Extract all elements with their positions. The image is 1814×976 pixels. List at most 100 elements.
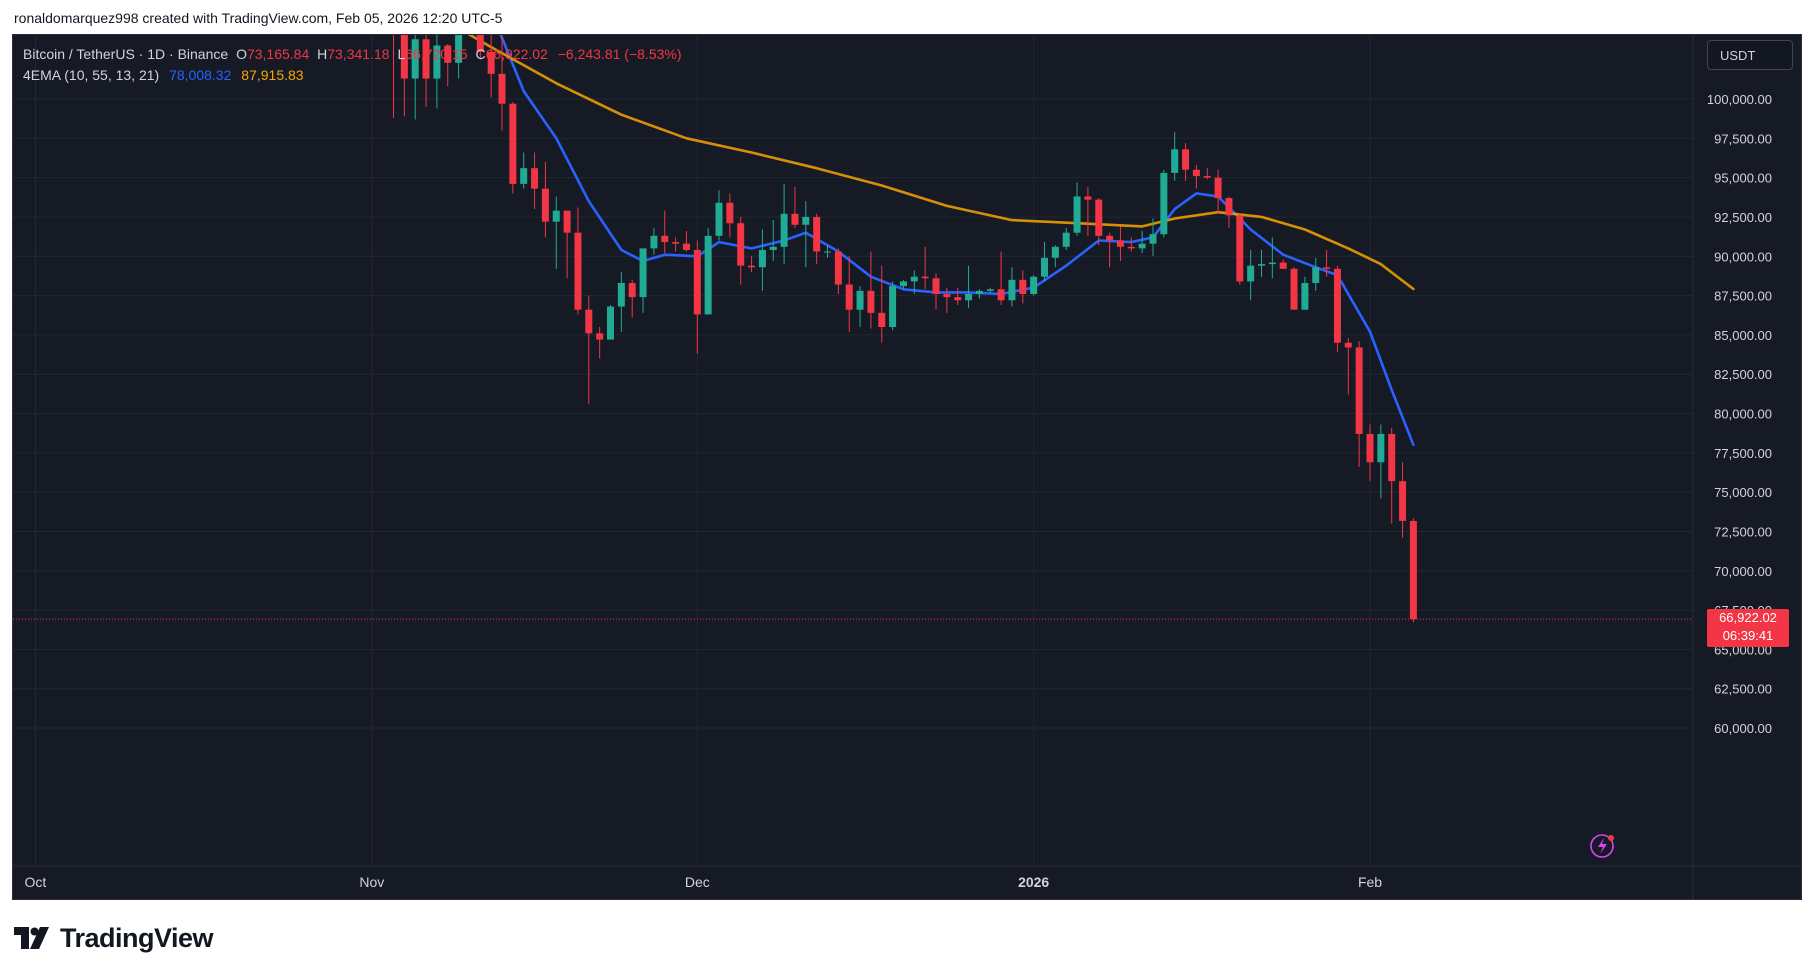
candle-body [487, 51, 495, 74]
candle-body [824, 251, 831, 253]
price-tick-label: 85,000.00 [1714, 328, 1772, 343]
candle [1399, 462, 1407, 538]
candle [1084, 187, 1092, 236]
time-tick-label: 2026 [1018, 874, 1049, 890]
bolt-icon[interactable] [1590, 834, 1614, 858]
candle [1138, 231, 1146, 254]
candle [476, 35, 484, 60]
candle-body [1312, 267, 1320, 283]
ema-fast-line [499, 35, 1415, 447]
candle-body [1290, 268, 1298, 310]
candle-body [672, 242, 680, 244]
candle [899, 279, 907, 290]
candle [1192, 165, 1200, 189]
price-tick-label: 75,000.00 [1714, 485, 1772, 500]
candle [1160, 169, 1168, 238]
candle [1106, 232, 1114, 268]
candle [780, 183, 788, 265]
ema-slow-line [467, 35, 1415, 291]
candle [704, 227, 712, 315]
tradingview-logo[interactable]: TradingView [14, 922, 214, 954]
candle-body [574, 232, 582, 310]
candle [400, 35, 408, 117]
candle [498, 36, 506, 131]
candle-body [411, 39, 419, 79]
candle [943, 287, 951, 313]
bar-countdown: 06:39:41 [1722, 628, 1774, 644]
indicator-name[interactable]: 4EMA (10, 55, 13, 21) [23, 67, 160, 83]
candle [1051, 245, 1059, 268]
candle [1355, 341, 1363, 467]
candle [769, 220, 777, 261]
candle [748, 256, 756, 272]
candle-body [650, 235, 658, 249]
candle [824, 245, 831, 258]
candle-body [531, 168, 539, 189]
candle-body [661, 235, 669, 243]
candle [1062, 227, 1070, 250]
candle [422, 35, 430, 107]
candle-body [541, 188, 549, 222]
candle-body [1333, 268, 1341, 343]
candle-body [1008, 279, 1016, 301]
candle-body [954, 297, 962, 301]
candle-body [1247, 265, 1255, 282]
candle-body [1171, 149, 1179, 173]
candle [1225, 196, 1233, 228]
candle [715, 190, 723, 241]
candle-body [802, 216, 810, 225]
candle [509, 102, 517, 194]
ema-slow-value: 87,915.83 [241, 67, 304, 83]
candle-body [1258, 264, 1265, 266]
candle-body [476, 35, 484, 52]
candle [1127, 237, 1135, 252]
candle-body [1388, 433, 1396, 482]
candle [563, 210, 571, 279]
time-tick-label: Dec [685, 874, 710, 890]
chart-panel[interactable]: 60,000.0062,500.0065,000.0067,500.0070,0… [12, 34, 1802, 900]
candle [1073, 182, 1081, 236]
candle [878, 265, 886, 343]
candle-body [704, 235, 712, 315]
candle [975, 289, 983, 299]
candle [639, 248, 647, 313]
candle [596, 327, 604, 359]
price-tick-label: 62,500.00 [1714, 682, 1772, 697]
candle-body [997, 289, 1005, 301]
candle [682, 231, 690, 252]
grid [13, 35, 1693, 866]
candle [1019, 270, 1027, 304]
candlestick-chart[interactable]: 60,000.0062,500.0065,000.0067,500.0070,0… [13, 35, 1801, 899]
candle [1312, 257, 1320, 291]
ohlc-row: Bitcoin / TetherUS · 1D · Binance O73,16… [23, 44, 682, 65]
candle-body [932, 278, 940, 294]
candle-body [1399, 481, 1407, 521]
candle-body [509, 103, 517, 184]
price-tick-label: 70,000.00 [1714, 564, 1772, 579]
candle-body [1041, 257, 1048, 277]
candle-body [1409, 520, 1417, 620]
candle-body [693, 249, 701, 315]
candle [1203, 168, 1211, 180]
symbol-name[interactable]: Bitcoin / TetherUS · 1D · Binance [23, 46, 229, 62]
candle [1171, 132, 1179, 181]
candle-body [607, 306, 614, 340]
currency-selector[interactable]: USDT [1707, 40, 1793, 70]
candle [791, 187, 799, 228]
candle-body [422, 39, 430, 79]
candle-body [639, 248, 647, 298]
candle-body [1214, 177, 1222, 199]
candle-body [596, 333, 604, 340]
indicator-row[interactable]: 4EMA (10, 55, 13, 21) 78,008.32 87,915.8… [23, 65, 682, 86]
candle-body [965, 293, 973, 301]
candle-body [813, 216, 821, 252]
candle [1333, 265, 1341, 353]
candle [802, 201, 810, 268]
candle-body [682, 243, 690, 250]
candle-body [1236, 215, 1244, 282]
candle [672, 237, 680, 252]
candle [997, 251, 1005, 305]
last-price-tag: 66,922.02 06:39:41 [1707, 609, 1789, 648]
candle [585, 295, 593, 405]
candle-body [520, 168, 528, 184]
